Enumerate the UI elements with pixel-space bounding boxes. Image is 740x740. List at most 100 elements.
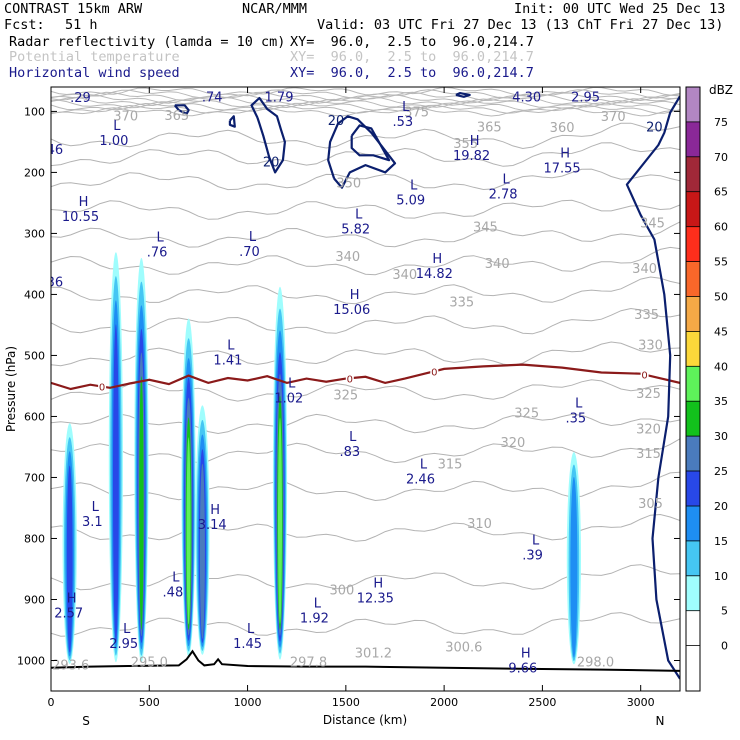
- theta-label: 340: [485, 257, 510, 272]
- wind-extremum: L.48: [163, 570, 184, 600]
- theta-contour: [51, 307, 680, 335]
- theta-label: 310: [467, 517, 492, 532]
- theta-label: 301.2: [355, 646, 392, 661]
- field-xy-wind: XY= 96.0, 2.5 to 96.0,214.7: [290, 65, 534, 81]
- wind-extremum: L2.95: [571, 87, 600, 106]
- extremum-value: 1.45: [233, 637, 262, 652]
- extremum-value: 3.1: [82, 515, 103, 530]
- wind-extremum: L.53: [392, 100, 413, 130]
- extremum-value: .53: [392, 115, 413, 130]
- x-tick-label: 2500: [528, 696, 556, 709]
- reflectivity-level: [570, 477, 578, 658]
- freezing-level-label: 0: [431, 367, 437, 378]
- extremum-type: L: [502, 173, 510, 188]
- colorbar-tick-label: 35: [714, 395, 728, 408]
- colorbar-swatch: [686, 540, 700, 576]
- extremum-value: 2.57: [54, 607, 83, 622]
- theta-label: 355: [453, 137, 478, 152]
- extremum-value: 36: [47, 275, 64, 290]
- extremum-value: .48: [163, 585, 184, 600]
- colorbar-swatch: [686, 121, 700, 157]
- reflectivity-cell: [566, 452, 582, 665]
- wind-extremum: H14.82: [416, 252, 453, 282]
- colorbar-swatch: [686, 506, 700, 541]
- theta-label: 340: [392, 268, 417, 283]
- theta-contour: [51, 199, 680, 220]
- colorbar-swatch: [686, 366, 700, 402]
- theta-contour: [51, 341, 680, 367]
- extremum-value: .39: [522, 549, 543, 564]
- extremum-value: .29: [70, 91, 91, 106]
- colorbar-tick-label: 65: [714, 186, 728, 199]
- theta-upper-contour: [51, 87, 680, 96]
- extremum-type: L: [575, 397, 583, 412]
- extremum-type: L: [288, 376, 296, 391]
- reflectivity-cell: [134, 257, 149, 663]
- field-name-theta: Potential temperature: [9, 49, 180, 65]
- theta-contour: [51, 221, 680, 248]
- extremum-value: 12.35: [357, 591, 394, 606]
- x-tick-label: 1500: [332, 696, 360, 709]
- theta-label: 320: [500, 436, 525, 451]
- extremum-value: 1.41: [213, 354, 242, 369]
- x-tick-label: 1000: [234, 696, 262, 709]
- wind-extremum: H3.14: [198, 503, 227, 533]
- extremum-value: 4.30: [512, 91, 541, 106]
- theta-label: 335: [449, 296, 474, 311]
- extremum-value: 46: [47, 143, 64, 158]
- x-tick-label: 0: [48, 696, 55, 709]
- wind-extremum: L5.82: [341, 207, 370, 237]
- wind-extremum: L1.45: [233, 622, 262, 652]
- wind-extremum: H1.79: [265, 76, 294, 106]
- theta-contour: [51, 438, 680, 464]
- theta-upper-contour: [51, 96, 680, 107]
- wind-extremum: L1.02: [274, 376, 303, 406]
- extremum-type: L: [410, 179, 418, 194]
- extremum-value: .70: [239, 245, 260, 260]
- theta-upper-contour: [51, 91, 680, 102]
- extremum-type: H: [521, 647, 531, 662]
- wind-contour: [250, 96, 286, 174]
- wind-extremum: L.83: [339, 430, 360, 460]
- model-title: CONTRAST 15km ARW: [4, 1, 143, 17]
- field-name-reflectivity: Radar reflectivity (lamda = 10 cm): [9, 34, 286, 50]
- freezing-level-label: 0: [99, 383, 105, 394]
- upper-theta-band: [51, 87, 680, 117]
- terrain-line: [51, 649, 680, 672]
- freezing-level-contour: 0 0 0 0: [51, 363, 680, 394]
- wind-extremum: L5.09: [396, 179, 425, 209]
- wind-contour: [327, 115, 397, 189]
- extremum-type: H: [277, 76, 287, 91]
- extremum-type: H: [67, 592, 77, 607]
- extremum-value: 10.55: [62, 210, 99, 225]
- wind-extremum: H2.57: [54, 592, 83, 622]
- theta-label: 315: [636, 447, 661, 462]
- freezing-level-line: [51, 363, 680, 391]
- wind-extremum: L.39: [522, 534, 543, 564]
- colorbar-tick-label: 20: [714, 500, 728, 513]
- x-end-label-left: S: [82, 714, 90, 728]
- wind-extremum: H15.06: [333, 288, 370, 318]
- theta-label: 315: [438, 457, 463, 472]
- extremum-type: L: [172, 570, 180, 585]
- reflectivity-level: [278, 417, 282, 624]
- valid-time: Valid: 03 UTC Fri 27 Dec 13 (13 ChT Fri …: [317, 17, 724, 33]
- colorbar-tick-label: 10: [714, 570, 728, 583]
- colorbar-tick-label: 75: [714, 116, 728, 129]
- extremum-value: 2.95: [109, 637, 138, 652]
- theta-label: 298.0: [577, 656, 614, 671]
- freezing-level-label: 0: [641, 371, 647, 382]
- reflectivity-level: [199, 463, 205, 639]
- reflectivity-cell: [62, 423, 77, 664]
- reflectivity-cells: [62, 252, 582, 665]
- extremum-value: .74: [202, 91, 223, 106]
- extremum-type: L: [123, 622, 131, 637]
- wind-extremum: L4.30: [512, 87, 541, 106]
- colorbar-tick-label: 30: [714, 430, 728, 443]
- reflectivity-level: [186, 437, 191, 625]
- colorbar-swatch: [686, 436, 700, 471]
- wind-contour: [455, 91, 471, 98]
- wind-extremum: L3.1: [82, 500, 103, 530]
